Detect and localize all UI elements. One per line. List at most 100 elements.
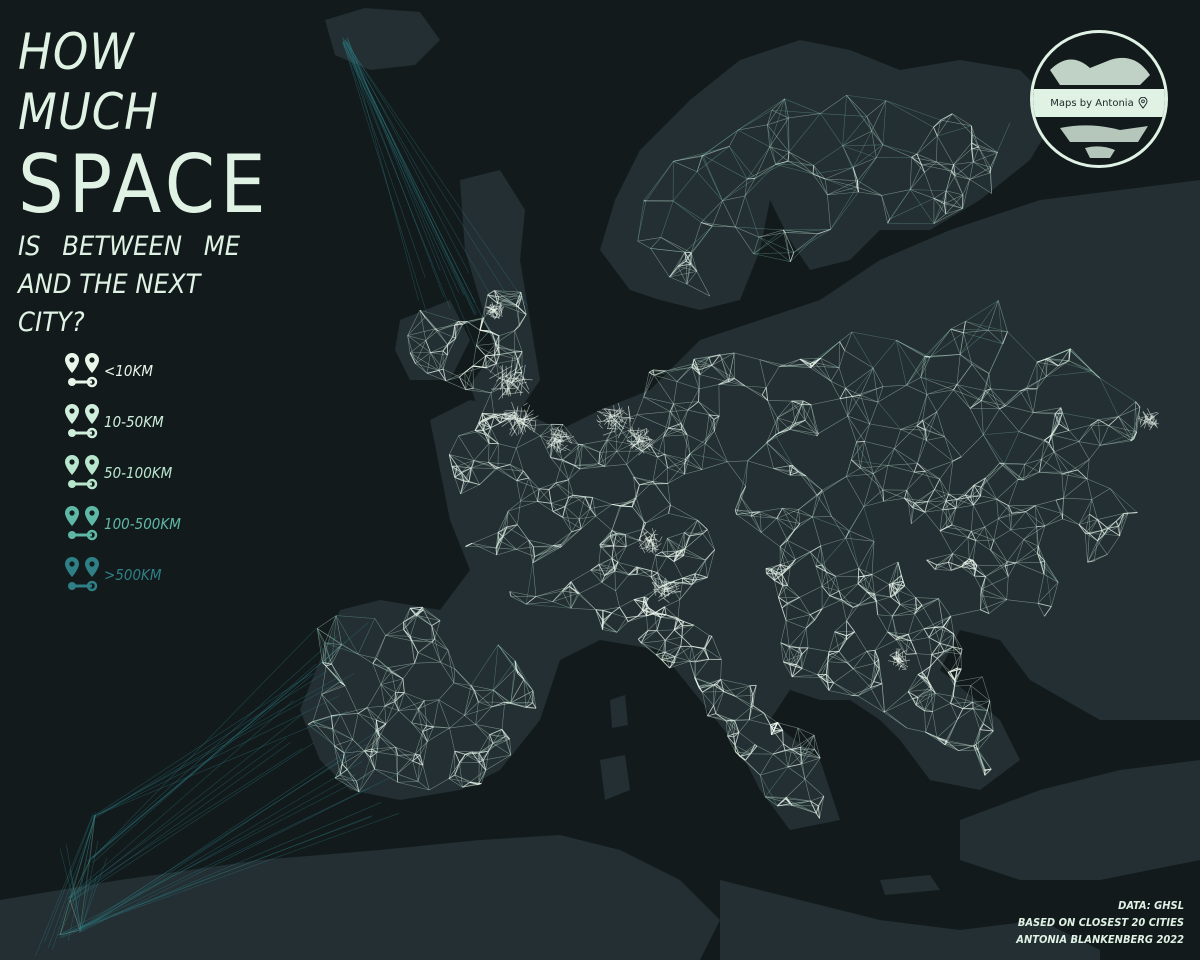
connection-line <box>312 721 333 730</box>
connection-line <box>874 593 891 598</box>
connection-line <box>763 712 771 726</box>
connection-line <box>925 731 948 743</box>
connection-line <box>1044 606 1052 617</box>
connection-line <box>820 673 827 678</box>
connection-line <box>570 569 591 582</box>
connection-line <box>853 600 877 608</box>
connection-line <box>492 738 510 744</box>
connection-line <box>343 683 346 687</box>
connection-line <box>427 369 439 374</box>
connection-line <box>739 744 756 757</box>
connection-line <box>947 741 959 751</box>
connection-line <box>1118 526 1121 536</box>
connection-line <box>939 478 947 502</box>
connection-line <box>694 661 696 679</box>
connection-line <box>1089 533 1105 535</box>
connection-line <box>1115 521 1120 527</box>
connection-line <box>906 490 913 508</box>
connection-line <box>695 678 700 689</box>
connection-line <box>578 444 601 453</box>
connection-line <box>414 614 432 626</box>
connection-line <box>322 662 332 665</box>
connection-line <box>952 113 973 135</box>
connection-line <box>454 750 466 755</box>
connection-line <box>702 154 748 180</box>
connection-line <box>751 515 777 519</box>
connection-line <box>617 562 639 568</box>
connection-line <box>953 164 956 176</box>
connection-line <box>481 318 493 333</box>
connection-line <box>487 294 499 298</box>
connection-line <box>776 722 784 731</box>
connection-line <box>739 486 747 497</box>
connection-line <box>874 663 880 670</box>
connection-line <box>429 778 450 791</box>
connection-line <box>911 502 915 508</box>
connection-line <box>857 695 885 713</box>
connection-line <box>871 574 875 595</box>
connection-line <box>789 465 794 476</box>
connection-line <box>643 396 674 405</box>
connection-line <box>834 631 847 641</box>
connection-line <box>642 522 647 530</box>
connection-line <box>698 357 710 371</box>
connection-line <box>478 759 484 763</box>
connection-line <box>409 352 428 374</box>
connection-line <box>470 460 475 469</box>
connection-line <box>1109 488 1129 514</box>
connection-line <box>980 595 990 614</box>
connection-line <box>810 551 823 566</box>
connection-line <box>920 376 954 391</box>
connection-line <box>1097 519 1105 535</box>
connection-line <box>457 465 472 469</box>
connection-line <box>935 561 949 570</box>
long-connection-line <box>70 742 315 903</box>
connection-line <box>975 729 981 745</box>
connection-line <box>385 701 396 725</box>
pin-pair-icon <box>65 454 99 489</box>
connection-line <box>602 610 604 623</box>
connection-line <box>614 571 616 591</box>
connection-line <box>514 330 523 352</box>
connection-line <box>664 606 667 615</box>
connection-line <box>1107 527 1120 537</box>
connection-line <box>760 774 778 807</box>
connection-line <box>935 569 952 571</box>
connection-line <box>701 156 723 201</box>
connection-line <box>461 472 470 482</box>
connection-line <box>980 487 982 496</box>
connection-line <box>665 363 694 372</box>
connection-line <box>973 495 981 506</box>
connection-line <box>525 706 537 709</box>
connection-line <box>673 156 702 162</box>
connection-line <box>883 698 913 713</box>
connection-line <box>497 644 519 675</box>
connection-line <box>398 708 419 711</box>
connection-line <box>990 388 1021 392</box>
connection-line <box>845 387 853 397</box>
connection-line <box>711 352 735 366</box>
connection-line <box>480 770 487 784</box>
connection-line <box>922 411 937 421</box>
dense-connection-line <box>664 589 674 592</box>
dense-connection-line <box>500 365 504 371</box>
connection-line <box>926 553 953 561</box>
connection-line <box>789 465 807 477</box>
connection-line <box>673 401 699 405</box>
connection-line <box>478 760 484 784</box>
connection-line <box>422 607 441 621</box>
connection-line <box>977 730 994 751</box>
connection-line <box>469 781 479 786</box>
connection-line <box>917 692 936 698</box>
connection-line <box>917 688 932 698</box>
connection-line <box>889 198 935 220</box>
connection-line <box>914 489 935 504</box>
connection-line <box>601 582 616 591</box>
connection-line <box>1037 574 1045 604</box>
long-connection-line <box>346 41 470 274</box>
connection-line <box>325 665 346 687</box>
connection-line <box>907 677 923 692</box>
connection-line <box>846 95 867 117</box>
dense-connection-line <box>638 439 655 456</box>
connection-line <box>471 751 480 763</box>
